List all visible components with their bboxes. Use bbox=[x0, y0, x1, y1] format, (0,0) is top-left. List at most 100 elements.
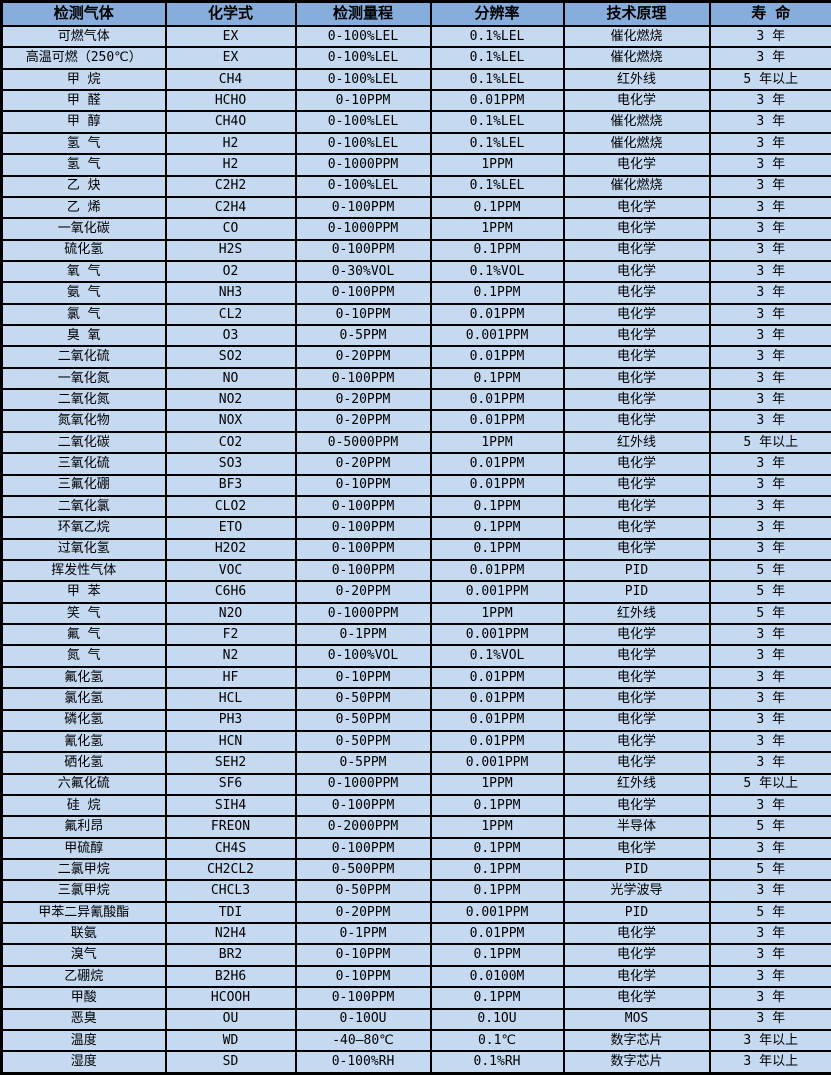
cell-resolution: 0.01PPM bbox=[429, 473, 565, 497]
cell-technical-principle: 电化学 bbox=[562, 281, 711, 305]
cell-detection-range: 0-100PPM bbox=[294, 793, 432, 818]
cell-technical-principle: 电化学 bbox=[562, 473, 711, 497]
cell-detection-range: 0-30%VOL bbox=[294, 259, 432, 284]
cell-resolution: 0.01PPM bbox=[429, 302, 565, 327]
cell-resolution: 0.1OU bbox=[429, 1007, 565, 1031]
cell-lifespan: 3 年 bbox=[708, 388, 831, 412]
cell-chemical-formula: PH3 bbox=[164, 708, 297, 732]
cell-detection-range: -40—80℃ bbox=[294, 1028, 432, 1053]
cell-detection-range: 0-20PPM bbox=[294, 345, 432, 369]
cell-technical-principle: 红外线 bbox=[562, 772, 711, 796]
cell-lifespan: 3 年 bbox=[708, 964, 831, 989]
cell-lifespan: 3 年 bbox=[708, 131, 831, 156]
cell-chemical-formula: BR2 bbox=[164, 943, 297, 967]
cell-resolution: 1PPM bbox=[429, 217, 565, 241]
cell-technical-principle: 电化学 bbox=[562, 259, 711, 284]
table-row: 高温可燃（250℃） EX 0-100%LEL 0.1%LEL 催化燃烧 3 年 bbox=[0, 46, 831, 70]
column-header-lifespan: 寿 命 bbox=[708, 0, 831, 27]
cell-technical-principle: 催化燃烧 bbox=[562, 110, 711, 134]
cell-lifespan: 3 年 bbox=[708, 259, 831, 284]
cell-lifespan: 3 年 bbox=[708, 24, 831, 49]
cell-detection-range: 0-10PPM bbox=[294, 665, 432, 690]
cell-resolution: 1PPM bbox=[429, 430, 565, 455]
cell-chemical-formula: N2H4 bbox=[164, 922, 297, 946]
cell-technical-principle: 电化学 bbox=[562, 943, 711, 967]
cell-chemical-formula: SD bbox=[164, 1050, 297, 1075]
cell-resolution: 0.1PPM bbox=[429, 986, 565, 1010]
cell-technical-principle: 电化学 bbox=[562, 388, 711, 412]
table-row: 溴气 BR2 0-10PPM 0.1PPM 电化学 3 年 bbox=[0, 943, 831, 967]
cell-detection-range: 0-10PPM bbox=[294, 302, 432, 327]
cell-gas-name: 氟 气 bbox=[0, 623, 167, 647]
cell-detection-range: 0-100PPM bbox=[294, 836, 432, 861]
cell-resolution: 0.1%LEL bbox=[429, 67, 565, 92]
cell-chemical-formula: ETO bbox=[164, 516, 297, 540]
cell-detection-range: 0-10PPM bbox=[294, 473, 432, 497]
table-row: 联氨 N2H4 0-1PPM 0.01PPM 电化学 3 年 bbox=[0, 922, 831, 946]
cell-lifespan: 5 年以上 bbox=[708, 772, 831, 796]
cell-resolution: 0.1PPM bbox=[429, 793, 565, 818]
cell-resolution: 0.1%VOL bbox=[429, 259, 565, 284]
cell-resolution: 0.1%VOL bbox=[429, 644, 565, 668]
cell-chemical-formula: H2 bbox=[164, 153, 297, 177]
cell-technical-principle: 光学波导 bbox=[562, 879, 711, 903]
cell-lifespan: 3 年 bbox=[708, 644, 831, 668]
cell-chemical-formula: H2 bbox=[164, 131, 297, 156]
table-row: 臭 氧 O3 0-5PPM 0.001PPM 电化学 3 年 bbox=[0, 324, 831, 348]
cell-technical-principle: 电化学 bbox=[562, 729, 711, 754]
cell-chemical-formula: HCOOH bbox=[164, 986, 297, 1010]
cell-resolution: 0.1PPM bbox=[429, 366, 565, 391]
cell-gas-name: 硒化氢 bbox=[0, 751, 167, 775]
cell-gas-name: 二氯甲烷 bbox=[0, 857, 167, 882]
cell-detection-range: 0-10PPM bbox=[294, 89, 432, 113]
cell-lifespan: 3 年 bbox=[708, 217, 831, 241]
table-row: 氢 气 H2 0-100%LEL 0.1%LEL 催化燃烧 3 年 bbox=[0, 131, 831, 156]
table-row: 二氧化氮 NO2 0-20PPM 0.01PPM 电化学 3 年 bbox=[0, 388, 831, 412]
cell-resolution: 0.1%LEL bbox=[429, 46, 565, 70]
cell-detection-range: 0-100%LEL bbox=[294, 24, 432, 49]
cell-chemical-formula: TDI bbox=[164, 900, 297, 925]
cell-technical-principle: 红外线 bbox=[562, 601, 711, 626]
column-header-resolution: 分辨率 bbox=[429, 0, 565, 27]
cell-resolution: 0.1%LEL bbox=[429, 174, 565, 198]
cell-resolution: 0.01PPM bbox=[429, 558, 565, 583]
cell-gas-name: 臭 氧 bbox=[0, 324, 167, 348]
cell-technical-principle: PID bbox=[562, 857, 711, 882]
cell-gas-name: 溴气 bbox=[0, 943, 167, 967]
table-row: 乙 烯 C2H4 0-100PPM 0.1PPM 电化学 3 年 bbox=[0, 195, 831, 220]
cell-technical-principle: 电化学 bbox=[562, 537, 711, 562]
cell-detection-range: 0-100%LEL bbox=[294, 67, 432, 92]
cell-lifespan: 3 年 bbox=[708, 836, 831, 861]
cell-gas-name: 甲 醛 bbox=[0, 89, 167, 113]
cell-resolution: 0.01PPM bbox=[429, 89, 565, 113]
table-row: 恶臭 OU 0-10OU 0.1OU MOS 3 年 bbox=[0, 1007, 831, 1031]
cell-gas-name: 氰化氢 bbox=[0, 729, 167, 754]
cell-lifespan: 3 年 bbox=[708, 516, 831, 540]
header-row: 检测气体 化学式 检测量程 分辨率 技术原理 寿 命 bbox=[0, 0, 831, 27]
cell-detection-range: 0-10PPM bbox=[294, 964, 432, 989]
table-row: 二氯甲烷 CH2CL2 0-500PPM 0.1PPM PID 5 年 bbox=[0, 857, 831, 882]
cell-detection-range: 0-10PPM bbox=[294, 943, 432, 967]
cell-resolution: 0.0100M bbox=[429, 964, 565, 989]
cell-lifespan: 3 年 bbox=[708, 324, 831, 348]
cell-resolution: 0.01PPM bbox=[429, 687, 565, 711]
cell-gas-name: 联氨 bbox=[0, 922, 167, 946]
cell-lifespan: 5 年 bbox=[708, 558, 831, 583]
cell-gas-name: 甲 烷 bbox=[0, 67, 167, 92]
cell-technical-principle: 数字芯片 bbox=[562, 1050, 711, 1075]
cell-technical-principle: 电化学 bbox=[562, 644, 711, 668]
cell-chemical-formula: CH2CL2 bbox=[164, 857, 297, 882]
cell-gas-name: 氯化氢 bbox=[0, 687, 167, 711]
table-row: 氢 气 H2 0-1000PPM 1PPM 电化学 3 年 bbox=[0, 153, 831, 177]
cell-detection-range: 0-5000PPM bbox=[294, 430, 432, 455]
cell-technical-principle: PID bbox=[562, 580, 711, 604]
cell-chemical-formula: OU bbox=[164, 1007, 297, 1031]
cell-chemical-formula: CO2 bbox=[164, 430, 297, 455]
cell-lifespan: 5 年以上 bbox=[708, 67, 831, 92]
cell-detection-range: 0-20PPM bbox=[294, 388, 432, 412]
cell-gas-name: 甲 醇 bbox=[0, 110, 167, 134]
cell-detection-range: 0-50PPM bbox=[294, 879, 432, 903]
cell-resolution: 0.01PPM bbox=[429, 388, 565, 412]
cell-detection-range: 0-100PPM bbox=[294, 516, 432, 540]
